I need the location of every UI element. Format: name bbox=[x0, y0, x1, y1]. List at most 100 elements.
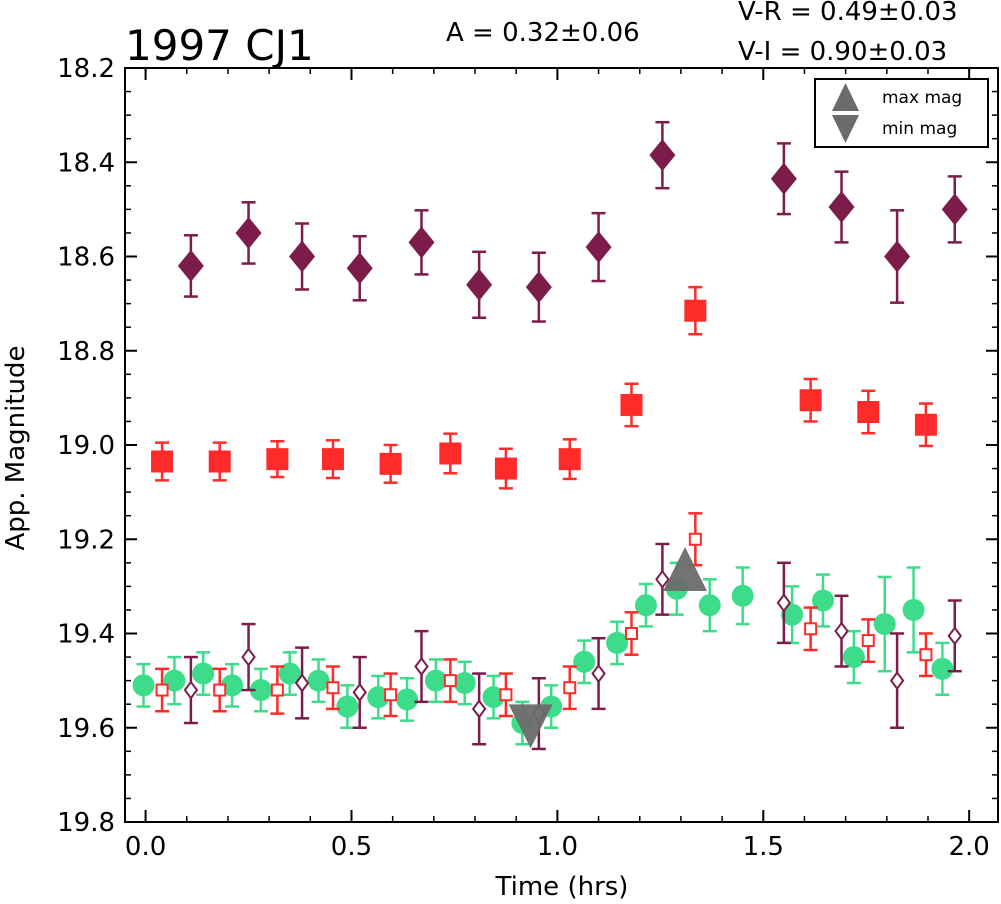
x-tick-label: 2.0 bbox=[948, 832, 989, 862]
data-point bbox=[931, 657, 954, 680]
data-point bbox=[439, 442, 462, 465]
min-mag-marker bbox=[508, 704, 553, 749]
data-point bbox=[307, 669, 330, 692]
data-point bbox=[132, 674, 155, 697]
data-point bbox=[799, 389, 822, 412]
data-point bbox=[443, 674, 457, 688]
data-point bbox=[352, 682, 367, 703]
data-point bbox=[776, 593, 792, 613]
data-point bbox=[591, 663, 606, 684]
axes: 18.2 18.4 18.6 18.8 19.0 19.2 19.4 19.6 19.8 0.0 0… bbox=[57, 54, 999, 862]
data-point bbox=[241, 647, 256, 667]
data-point bbox=[688, 532, 702, 546]
data-point bbox=[914, 413, 937, 436]
data-point bbox=[278, 662, 301, 685]
data-point bbox=[367, 686, 390, 709]
data-point bbox=[379, 452, 402, 475]
x-tick-label: 1.0 bbox=[537, 832, 578, 862]
data-point bbox=[884, 240, 911, 273]
data-point bbox=[558, 448, 581, 471]
data-point bbox=[466, 268, 493, 301]
data-point bbox=[634, 594, 657, 617]
data-point bbox=[620, 393, 643, 416]
legend: max mag min mag bbox=[814, 78, 989, 148]
y-tick-label: 18.2 bbox=[57, 54, 115, 84]
data-point bbox=[482, 686, 505, 709]
y-tick-label: 19.8 bbox=[57, 808, 115, 838]
data-point bbox=[289, 240, 316, 273]
data-point bbox=[321, 448, 344, 471]
data-point bbox=[781, 603, 804, 626]
chart-title: 1997 CJ1 bbox=[125, 21, 314, 70]
data-point bbox=[396, 688, 419, 711]
y-axis-label: App. Magnitude bbox=[1, 345, 31, 550]
y-tick-label: 19.2 bbox=[57, 525, 115, 555]
amplitude-label: A = 0.32±0.06 bbox=[446, 18, 640, 48]
data-point bbox=[163, 669, 186, 692]
color-label-vr: V-R = 0.49±0.03 bbox=[738, 0, 958, 27]
data-point bbox=[213, 683, 227, 697]
data-point bbox=[471, 699, 487, 719]
color-label-vi: V-I = 0.90±0.03 bbox=[738, 37, 947, 67]
data-point bbox=[804, 622, 818, 636]
data-point bbox=[221, 674, 244, 697]
data-point bbox=[384, 688, 398, 702]
data-point bbox=[155, 683, 169, 697]
series-square-filled bbox=[151, 285, 937, 490]
data-point bbox=[192, 662, 215, 685]
legend-label-max-mag: max mag bbox=[882, 88, 962, 108]
data-point bbox=[573, 650, 596, 673]
data-point bbox=[346, 252, 373, 285]
data-point bbox=[698, 594, 721, 617]
y-tick-label: 19.0 bbox=[57, 431, 115, 461]
data-point bbox=[655, 569, 670, 589]
data-point bbox=[625, 627, 639, 640]
data-point bbox=[889, 670, 905, 691]
x-tick-label: 0.0 bbox=[125, 832, 166, 862]
y-tick-label: 19.6 bbox=[57, 714, 115, 744]
data-point bbox=[177, 249, 204, 282]
data-point bbox=[336, 695, 359, 718]
data-point bbox=[494, 457, 517, 480]
data-point bbox=[902, 598, 925, 621]
y-tick-label: 18.8 bbox=[57, 337, 115, 367]
data-point bbox=[183, 680, 199, 700]
data-point bbox=[235, 216, 262, 249]
data-point bbox=[408, 226, 435, 259]
data-point bbox=[414, 656, 429, 677]
data-point bbox=[151, 450, 174, 473]
data-point bbox=[294, 673, 310, 693]
data-point bbox=[811, 589, 834, 612]
data-point bbox=[828, 191, 855, 224]
x-tick-label: 0.5 bbox=[331, 832, 372, 862]
data-point bbox=[919, 648, 933, 662]
max-mag-legend-marker bbox=[832, 83, 859, 111]
data-point bbox=[649, 139, 676, 172]
data-point bbox=[834, 621, 849, 641]
data-point bbox=[684, 299, 707, 322]
data-point bbox=[499, 688, 513, 702]
y-tick-label: 19.4 bbox=[57, 620, 115, 650]
data-point bbox=[606, 631, 629, 654]
data-point bbox=[731, 584, 754, 607]
data-point bbox=[842, 646, 865, 669]
data-point bbox=[326, 681, 340, 695]
series-square-open bbox=[155, 512, 933, 718]
data-point bbox=[941, 193, 968, 226]
data-point bbox=[770, 162, 797, 195]
data-point bbox=[249, 679, 272, 702]
data-point bbox=[525, 271, 552, 304]
x-axis-label: Time (hrs) bbox=[495, 872, 629, 902]
data-point bbox=[270, 683, 284, 697]
data-point bbox=[453, 671, 476, 694]
data-point bbox=[424, 669, 447, 692]
data-point bbox=[208, 450, 231, 473]
min-mag-legend-marker bbox=[832, 115, 859, 143]
legend-label-min-mag: min mag bbox=[882, 119, 957, 139]
max-mag-marker bbox=[663, 546, 708, 591]
series-diamond-filled bbox=[177, 120, 968, 323]
plot-marks bbox=[132, 120, 968, 751]
data-point bbox=[585, 231, 612, 264]
x-tick-label: 1.5 bbox=[743, 832, 784, 862]
